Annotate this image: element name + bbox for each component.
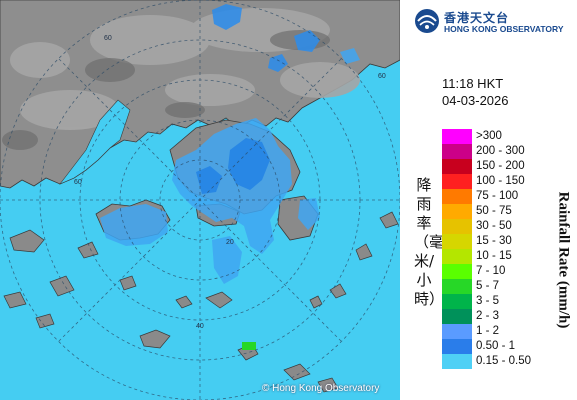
legend-label: 150 - 200	[476, 160, 525, 172]
ring-label: 40	[196, 323, 204, 330]
map-credit: © Hong Kong Observatory	[262, 383, 380, 394]
rain-echo	[196, 166, 222, 194]
legend-swatch	[442, 234, 472, 249]
legend-label: 0.15 - 0.50	[476, 355, 531, 367]
legend-swatch	[442, 339, 472, 354]
info-panel: 香港天文台 HONG KONG OBSERVATORY 11:18 HKT 04…	[400, 0, 577, 400]
legend-label: 10 - 15	[476, 250, 512, 262]
legend-swatch	[442, 324, 472, 339]
legend-item: 5 - 7	[442, 279, 572, 294]
legend-swatch	[442, 219, 472, 234]
legend-item: 150 - 200	[442, 159, 572, 174]
legend-item: 10 - 15	[442, 249, 572, 264]
estuary	[59, 99, 131, 185]
observation-date: 04-03-2026	[442, 93, 509, 108]
legend-swatch	[442, 144, 472, 159]
legend-label: 7 - 10	[476, 265, 506, 277]
org-name-en: HONG KONG OBSERVATORY	[444, 24, 564, 34]
legend-label: 50 - 75	[476, 205, 512, 217]
legend-label: 3 - 5	[476, 295, 500, 307]
legend-item: 0.15 - 0.50	[442, 354, 572, 369]
rain-echo	[228, 138, 270, 190]
legend-swatch	[442, 174, 472, 189]
legend-item: 2 - 3	[442, 309, 572, 324]
rain-echo	[298, 198, 320, 230]
legend-swatch	[442, 204, 472, 219]
legend-label: 5 - 7	[476, 280, 500, 292]
mainland-shadow	[2, 30, 330, 150]
legend-label: 1 - 2	[476, 325, 500, 337]
radar-map: 60 60 60 40 20 © Hong Kong Observatory	[0, 0, 400, 400]
legend-item: 200 - 300	[442, 144, 572, 159]
legend-label: 15 - 30	[476, 235, 512, 247]
legend-label: 200 - 300	[476, 145, 525, 157]
rain-echo	[212, 236, 242, 284]
legend-label: >300	[476, 130, 502, 142]
legend-label: 100 - 150	[476, 175, 525, 187]
legend-swatch	[442, 294, 472, 309]
legend-item: 0.50 - 1	[442, 339, 572, 354]
legend-swatch	[442, 249, 472, 264]
legend-label: 30 - 50	[476, 220, 512, 232]
legend-label: 0.50 - 1	[476, 340, 515, 352]
rain-echo	[340, 48, 360, 64]
legend-label: 2 - 3	[476, 310, 500, 322]
ring-label: 20	[226, 239, 234, 246]
legend-item: 1 - 2	[442, 324, 572, 339]
legend-label: 75 - 100	[476, 190, 519, 202]
ring-label: 60	[378, 73, 386, 80]
rain-echo	[100, 204, 168, 246]
legend-item: >300	[442, 129, 572, 144]
legend-title-zh: 降雨率（毫米/小時）	[414, 176, 445, 308]
legend-item: 3 - 5	[442, 294, 572, 309]
legend-item: 30 - 50	[442, 219, 572, 234]
hko-logo-icon	[415, 9, 439, 33]
ring-label: 60	[74, 179, 82, 186]
legend-item: 50 - 75	[442, 204, 572, 219]
legend-swatch	[442, 159, 472, 174]
outlying-islands	[3, 211, 399, 393]
org-name-zh: 香港天文台	[444, 11, 510, 25]
rain-echo	[268, 54, 288, 72]
legend-swatch	[442, 189, 472, 204]
legend-swatch	[442, 264, 472, 279]
legend-item: 7 - 10	[442, 264, 572, 279]
ring-label: 60	[104, 35, 112, 42]
range-ring-labels: 60 60 60 40 20	[74, 35, 386, 330]
rain-echoes	[100, 4, 360, 350]
observation-time: 11:18 HKT	[442, 76, 504, 91]
legend-swatch	[442, 129, 472, 144]
rain-echo	[212, 4, 242, 30]
range-rings	[0, 0, 400, 400]
legend-item: 75 - 100	[442, 189, 572, 204]
legend-swatch	[442, 354, 472, 369]
legend-swatch	[442, 309, 472, 324]
radar-map-canvas: 60 60 60 40 20	[0, 0, 400, 400]
rain-echo	[242, 342, 256, 350]
legend-item: 15 - 30	[442, 234, 572, 249]
legend-swatch	[442, 279, 472, 294]
legend-item: 100 - 150	[442, 174, 572, 189]
